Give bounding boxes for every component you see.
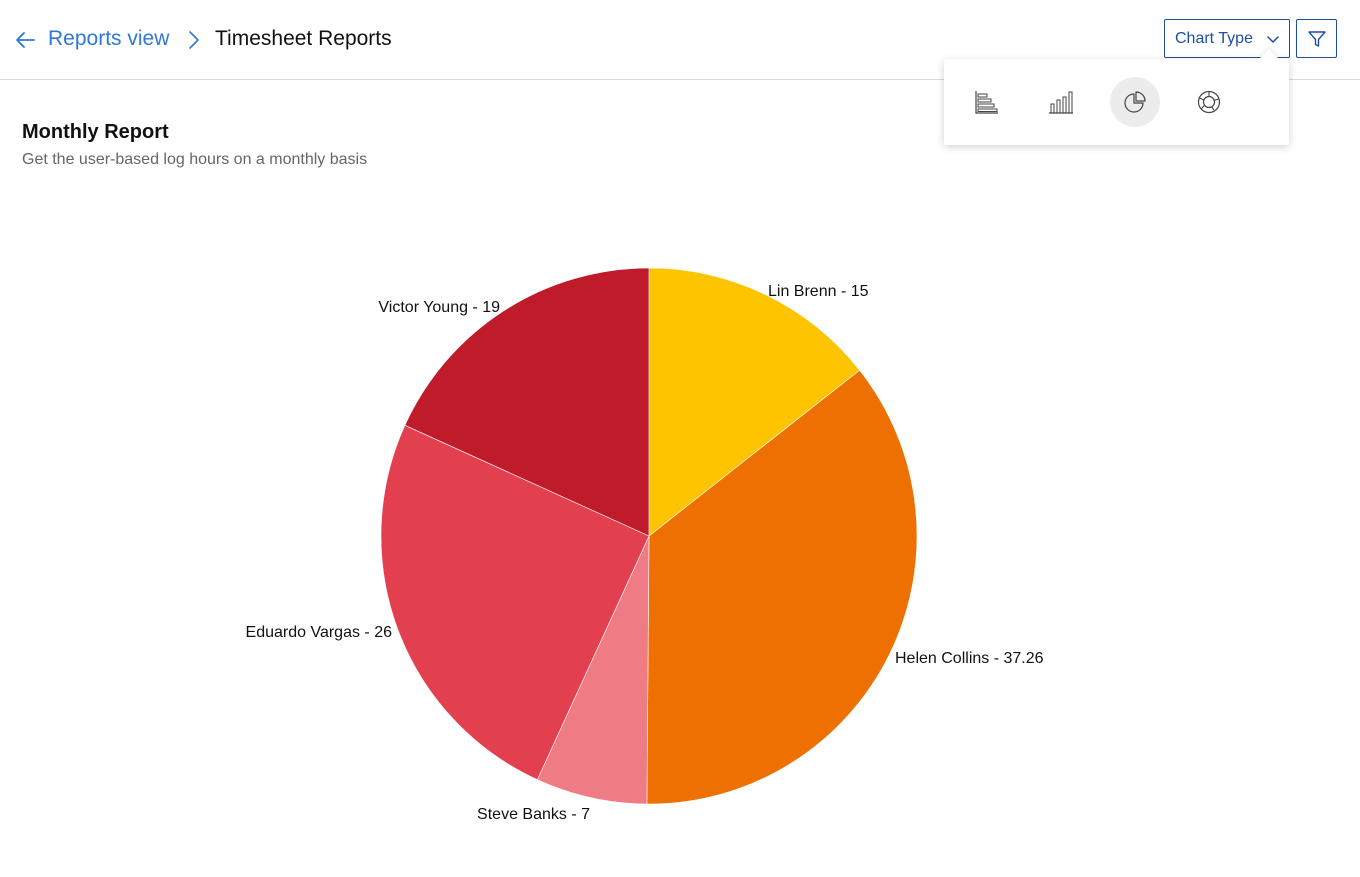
pie-slice-eduardo-vargas[interactable]: [380, 424, 650, 781]
chart-type-option-horizontal-bar[interactable]: [962, 77, 1012, 127]
pie-chart-icon: [1124, 91, 1146, 113]
chart-type-menu: [944, 49, 1289, 145]
pie-slice-helen-collins[interactable]: [646, 369, 918, 805]
chart-type-option-pie[interactable]: [1110, 77, 1160, 127]
report-title: Monthly Report: [22, 121, 169, 143]
filter-button[interactable]: [1296, 19, 1337, 58]
top-bar: Reports view Timesheet Reports Chart Typ…: [0, 0, 1360, 80]
back-arrow-icon[interactable]: [14, 29, 36, 51]
filter-icon: [1307, 30, 1326, 47]
horizontal-bar-chart-icon: [975, 91, 998, 114]
slice-label: Helen Collins - 37.26: [895, 650, 1044, 667]
chart-type-dropdown-button[interactable]: Chart Type: [1164, 19, 1290, 58]
pie-slice-steve-banks[interactable]: [536, 535, 650, 805]
slice-label: Steve Banks - 7: [477, 806, 590, 823]
slice-label: Eduardo Vargas - 26: [246, 624, 393, 641]
vertical-bar-chart-icon: [1049, 91, 1073, 114]
chart-type-option-donut[interactable]: [1184, 77, 1234, 127]
pie-slice-lin-brenn[interactable]: [648, 267, 861, 537]
breadcrumb-reports-view-link[interactable]: Reports view: [48, 27, 170, 50]
chevron-right-icon: [189, 31, 199, 49]
report-subtitle: Get the user-based log hours on a monthl…: [22, 151, 368, 168]
donut-chart-icon: [1197, 90, 1221, 114]
slice-label: Lin Brenn - 15: [768, 283, 869, 300]
pie-slice-victor-young[interactable]: [404, 267, 650, 537]
chevron-down-icon: [1267, 36, 1279, 43]
chart-type-label: Chart Type: [1175, 29, 1253, 47]
chart-type-option-vertical-bar[interactable]: [1036, 77, 1086, 127]
slice-label: Victor Young - 19: [378, 299, 500, 316]
page-heading: Timesheet Reports: [215, 27, 392, 50]
